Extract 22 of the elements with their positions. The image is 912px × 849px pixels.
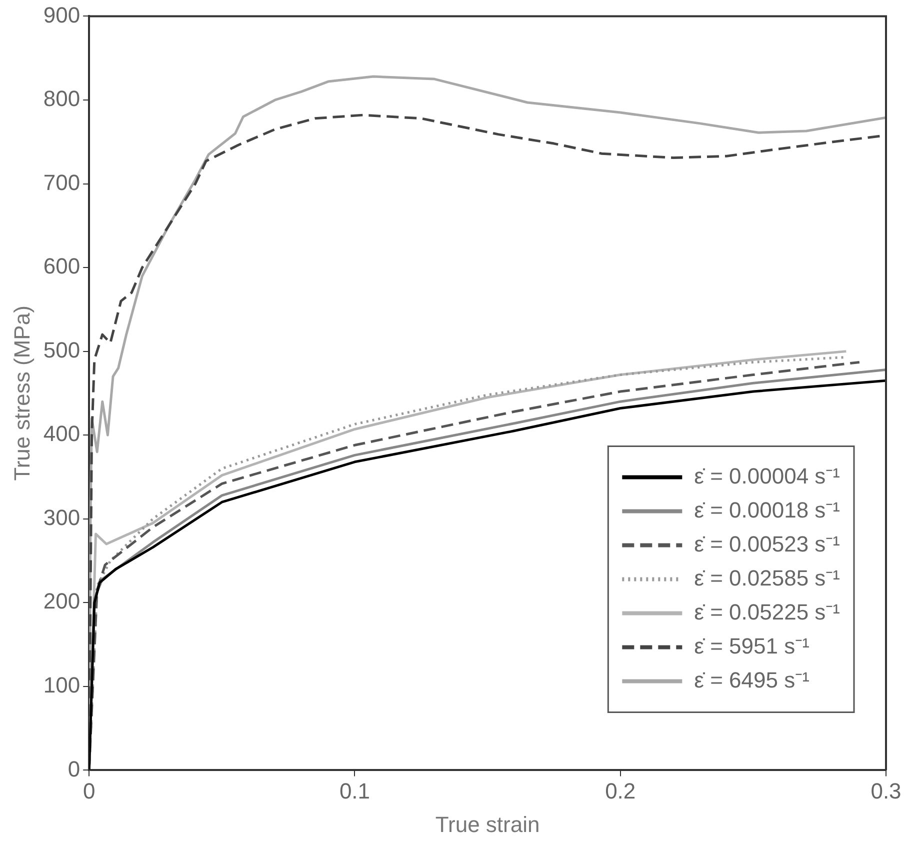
legend-label: ε̇ = 5951 s⁻¹ xyxy=(694,633,810,658)
y-tick-label: 100 xyxy=(43,672,80,698)
y-tick-label: 400 xyxy=(43,421,80,446)
x-axis-title: True strain xyxy=(435,812,540,837)
y-tick-label: 600 xyxy=(43,254,80,279)
x-tick-label: 0.2 xyxy=(605,778,636,804)
y-tick-label: 500 xyxy=(43,337,80,362)
y-tick-label: 300 xyxy=(43,504,80,530)
x-tick-label: 0.1 xyxy=(339,778,370,804)
legend-label: ε̇ = 0.00018 s⁻¹ xyxy=(694,497,840,522)
x-tick-label: 0.3 xyxy=(870,778,902,804)
y-tick-label: 0 xyxy=(68,756,80,782)
legend-label: ε̇ = 0.05225 s⁻¹ xyxy=(694,599,840,624)
y-tick-label: 900 xyxy=(43,2,80,28)
y-tick-label: 800 xyxy=(43,86,80,112)
legend-label: ε̇ = 6495 s⁻¹ xyxy=(694,667,810,692)
legend-label: ε̇ = 0.00004 s⁻¹ xyxy=(694,463,840,488)
y-tick-label: 200 xyxy=(43,588,80,614)
y-tick-label: 700 xyxy=(43,170,80,195)
legend-label: ε̇ = 0.02585 s⁻¹ xyxy=(694,565,840,590)
y-axis-title: True stress (MPa) xyxy=(9,306,34,481)
legend-label: ε̇ = 0.00523 s⁻¹ xyxy=(694,531,840,556)
